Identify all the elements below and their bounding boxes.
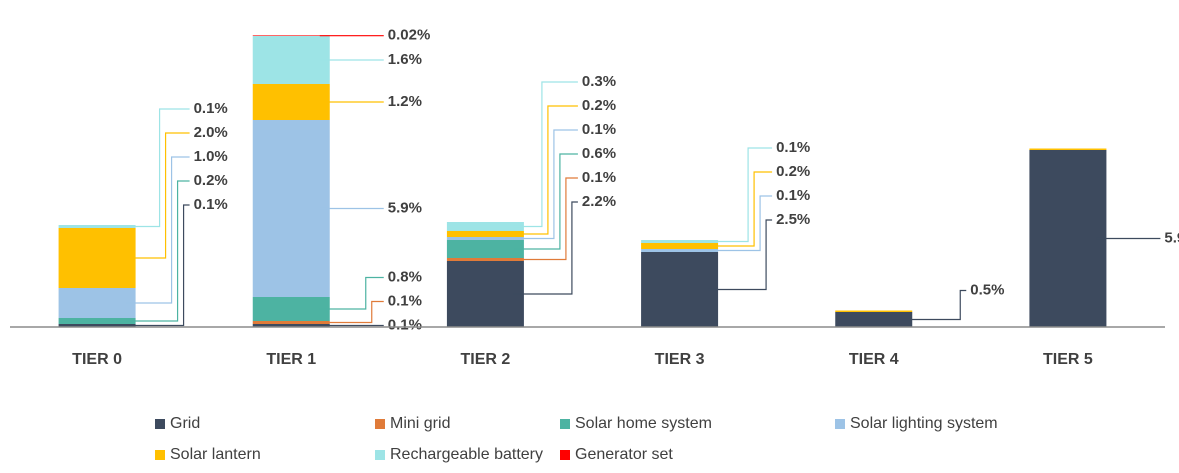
- leader-line: [708, 171, 773, 247]
- x-tick-label: TIER 2: [461, 351, 511, 368]
- legend-swatch: [375, 419, 385, 429]
- data-label: 0.1%: [582, 169, 616, 186]
- bar-segment: [58, 225, 136, 228]
- leader-line: [125, 204, 190, 327]
- leader-line: [708, 147, 773, 243]
- legend-swatch: [835, 419, 845, 429]
- bar-segment: [58, 288, 136, 318]
- data-label: 0.6%: [582, 145, 616, 162]
- data-label: 0.02%: [388, 27, 431, 44]
- leader-line: [708, 219, 773, 291]
- leader-line: [513, 81, 578, 228]
- bar-segment: [835, 310, 913, 312]
- leader-line: [125, 180, 190, 322]
- bar-segment: [446, 231, 524, 237]
- legend-label: Rechargeable battery: [390, 446, 543, 463]
- bar-segment: [641, 243, 719, 249]
- data-label: 5.9%: [388, 199, 422, 216]
- bar-segment: [446, 237, 524, 240]
- bar-segment: [446, 222, 524, 231]
- data-label: 5.9%: [1164, 229, 1179, 246]
- leader-line: [902, 289, 967, 321]
- bar-segment: [58, 324, 136, 327]
- x-tick-label: TIER 4: [849, 351, 899, 368]
- legend-swatch: [375, 450, 385, 460]
- leader-line: [708, 195, 773, 252]
- data-label: 0.3%: [582, 73, 616, 90]
- data-label: 0.5%: [970, 281, 1004, 298]
- data-label: 0.8%: [388, 268, 422, 285]
- data-label: 0.1%: [776, 139, 810, 156]
- data-label: 0.1%: [194, 100, 228, 117]
- data-label: 0.2%: [582, 97, 616, 114]
- bar-segment: [58, 228, 136, 288]
- x-tick-label: TIER 5: [1043, 351, 1093, 368]
- bar-segment: [252, 120, 330, 297]
- bar-segment: [1029, 148, 1107, 150]
- bar-segment: [446, 261, 524, 327]
- data-label: 2.0%: [194, 124, 228, 141]
- legend-label: Generator set: [575, 446, 673, 463]
- leader-line: [513, 129, 578, 240]
- bar-segment: [252, 297, 330, 321]
- legend-label: Solar lighting system: [850, 415, 998, 432]
- bar-segment: [641, 249, 719, 252]
- bar-segment: [58, 318, 136, 324]
- bar-segment: [446, 258, 524, 261]
- data-label: 0.2%: [776, 163, 810, 180]
- legend-label: Solar home system: [575, 415, 712, 432]
- bar-segment: [252, 35, 330, 36]
- leader-line: [125, 156, 190, 304]
- legend-swatch: [155, 419, 165, 429]
- data-label: 0.2%: [194, 172, 228, 189]
- bar-segment: [252, 321, 330, 324]
- bar-segment: [252, 84, 330, 120]
- data-label: 2.2%: [582, 193, 616, 210]
- x-tick-label: TIER 0: [72, 351, 122, 368]
- leader-line: [319, 276, 384, 310]
- data-label: 2.5%: [776, 211, 810, 228]
- legend-swatch: [155, 450, 165, 460]
- data-label: 0.1%: [582, 121, 616, 138]
- bar-segment: [252, 324, 330, 327]
- legend-label: Mini grid: [390, 415, 450, 432]
- data-label: 1.0%: [194, 148, 228, 165]
- legend-swatch: [560, 450, 570, 460]
- data-label: 1.6%: [388, 51, 422, 68]
- bar-segment: [252, 36, 330, 84]
- bar-segment: [835, 312, 913, 327]
- legend-swatch: [560, 419, 570, 429]
- x-tick-label: TIER 1: [266, 351, 316, 368]
- data-label: 0.1%: [388, 316, 422, 333]
- data-label: 1.2%: [388, 93, 422, 110]
- leader-line: [513, 105, 578, 235]
- data-label: 0.1%: [194, 196, 228, 213]
- legend-label: Solar lantern: [170, 446, 261, 463]
- data-label: 0.1%: [776, 187, 810, 204]
- bar-segment: [641, 240, 719, 243]
- leader-line: [319, 300, 384, 324]
- data-label: 0.1%: [388, 292, 422, 309]
- leader-line: [513, 201, 578, 295]
- x-tick-label: TIER 3: [655, 351, 705, 368]
- leader-line: [513, 153, 578, 250]
- bar-segment: [641, 252, 719, 327]
- leader-line: [125, 108, 190, 228]
- bar-segment: [1029, 150, 1107, 327]
- legend-label: Grid: [170, 415, 200, 432]
- bar-segment: [446, 240, 524, 258]
- leader-line: [513, 177, 578, 261]
- leader-line: [125, 132, 190, 259]
